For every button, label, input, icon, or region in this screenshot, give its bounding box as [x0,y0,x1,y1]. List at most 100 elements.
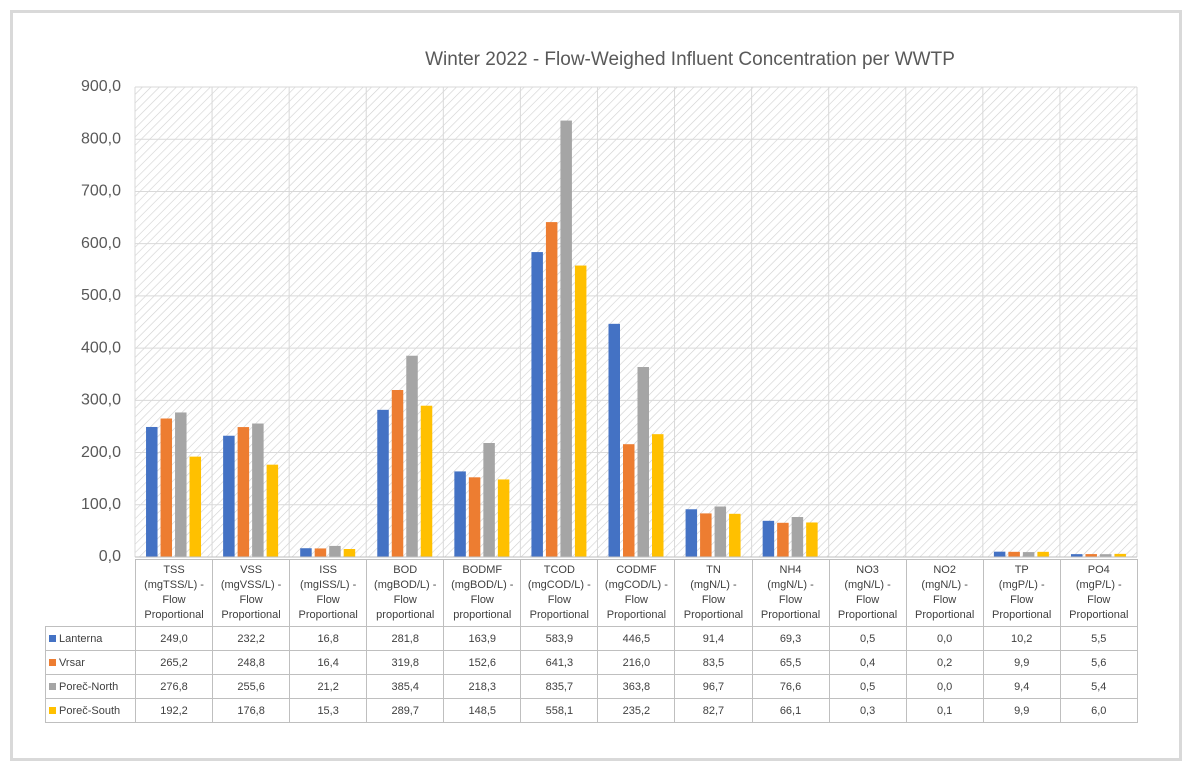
value-cell: 65,5 [751,650,830,675]
bar [160,418,173,557]
x-tick-label: ISS (mgISS/L) - Flow Proportional [289,559,368,627]
value-cell: 249,0 [134,626,214,651]
value-cell: 9,4 [982,674,1061,699]
value-cell: 5,4 [1059,674,1138,699]
value-cell: 385,4 [366,674,445,699]
bar [637,367,649,557]
value-cell: 0,0 [905,674,984,699]
y-tick-label: 900,0 [81,78,121,95]
y-tick-label: 400,0 [81,339,121,356]
table-row: Poreč-South 192,2 176,8 15,3 289,7 148,5 558,1… [45,698,1138,723]
value-cell: 5,6 [1059,650,1138,675]
value-cell: 82,7 [674,698,753,723]
x-tick-label: PO4 (mgP/L) - Flow Proportional [1059,559,1138,627]
bar [1070,554,1083,557]
y-tick-label: 200,0 [81,444,121,461]
value-cell: 0,5 [828,626,907,651]
bar [791,516,804,557]
bar [560,120,572,557]
y-tick-label: 600,0 [81,235,121,252]
bar [391,389,404,557]
bar [1037,551,1049,557]
y-tick-label: 800,0 [81,130,121,147]
legend-entry: Poreč-South [45,698,136,723]
value-cell: 148,5 [443,698,522,723]
value-cell: 835,7 [520,674,599,699]
x-tick-label: TP (mgP/L) - Flow Proportional [982,559,1061,627]
bar [223,435,235,557]
bar [237,427,250,557]
legend-entry: Lanterna [45,626,136,651]
bar [777,522,789,557]
header-row: TSS (mgTSS/L) - Flow Proportional VSS (mg… [45,559,1138,627]
value-cell: 163,9 [443,626,522,651]
value-cell: 91,4 [674,626,753,651]
bar [1114,553,1126,557]
bar [623,444,635,557]
bar [343,549,356,557]
value-cell: 9,9 [982,698,1061,723]
legend-label: Poreč-South [59,704,121,717]
value-cell: 265,2 [134,650,214,675]
legend-label: Vrsar [59,656,85,669]
x-tick-label: NO2 (mgN/L) - Flow Proportional [905,559,984,627]
value-cell: 15,3 [289,698,368,723]
value-cell: 641,3 [520,650,599,675]
value-cell: 0,1 [905,698,984,723]
value-cell: 83,5 [674,650,753,675]
value-cell: 0,2 [905,650,984,675]
x-tick-label: NO3 (mgN/L) - Flow Proportional [828,559,907,627]
value-cell: 96,7 [674,674,753,699]
value-cell: 235,2 [597,698,676,723]
legend-key [49,634,56,642]
x-tick-label: CODMF (mgCOD/L) - Flow Proportional [597,559,676,627]
bar [1022,552,1035,557]
bar [1085,554,1097,557]
data-table: TSS (mgTSS/L) - Flow Proportional VSS (mg… [45,559,1138,723]
x-tick-label: TCOD (mgCOD/L) - Flow Proportional [520,559,599,627]
bar [146,426,158,557]
table-row: Lanterna 249,0 232,2 16,8 281,8 163,9 583,9 446… [45,626,1138,651]
value-cell: 558,1 [520,698,599,723]
bar [652,434,664,557]
bar [1008,551,1020,557]
bar [406,355,418,557]
bar [266,464,279,557]
y-tick-label: 700,0 [81,183,121,200]
x-tick-label: TN (mgN/L) - Flow Proportional [674,559,753,627]
plot-area [135,87,1137,557]
bar [483,442,495,557]
bar [700,513,712,557]
legend-entry: Vrsar [45,650,136,675]
legend-key [49,682,56,690]
value-cell: 69,3 [751,626,830,651]
bar [377,409,389,557]
bar [314,548,327,557]
value-cell: 192,2 [134,698,214,723]
bar [608,323,620,557]
x-tick-label: NH4 (mgN/L) - Flow Proportional [751,559,830,627]
table-row: Vrsar 265,2 248,8 16,4 319,8 152,6 641,3 216,0 8… [45,650,1138,675]
value-cell: 9,9 [982,650,1061,675]
value-cell: 319,8 [366,650,445,675]
y-tick-label: 500,0 [81,287,121,304]
bar [497,479,510,557]
bar [420,405,433,557]
value-cell: 276,8 [134,674,214,699]
bar [714,506,727,557]
chart-title: Winter 2022 - Flow-Weighed Influent Conc… [425,49,955,70]
value-cell: 76,6 [751,674,830,699]
bar [175,412,187,557]
bar [729,513,741,557]
bar [762,520,775,557]
bar [468,477,481,557]
x-tick-label: TSS (mgTSS/L) - Flow Proportional [134,559,214,627]
corner-cell [45,559,136,627]
bar [545,222,558,558]
x-tick-label: BODMF (mgBOD/L) - Flow proportional [443,559,522,627]
value-cell: 281,8 [366,626,445,651]
value-cell: 446,5 [597,626,676,651]
bar [806,522,818,557]
